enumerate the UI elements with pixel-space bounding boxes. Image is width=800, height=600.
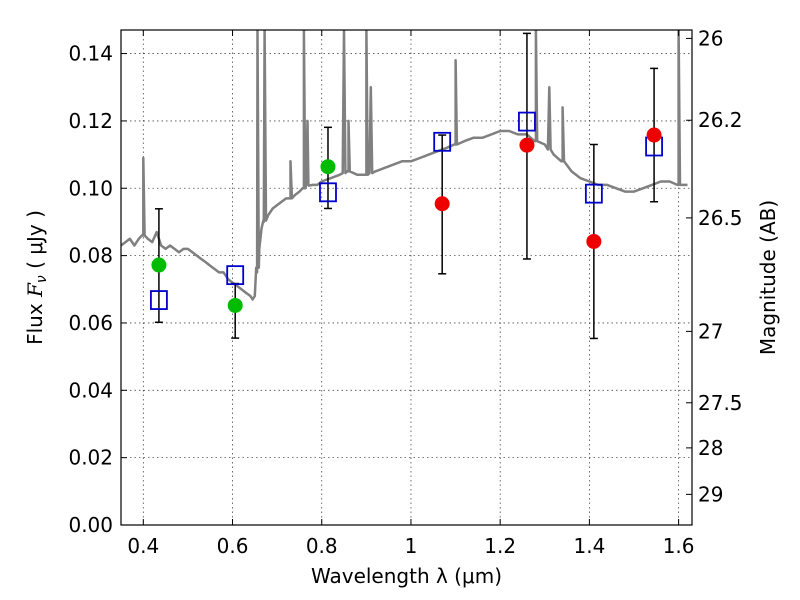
observed-point-marker <box>320 159 336 175</box>
x-tick-label: 1.2 <box>484 534 516 558</box>
y-tick-label: 0.10 <box>68 176 113 200</box>
right-tick-label: 26.2 <box>698 108 743 132</box>
plot-frame <box>120 29 693 526</box>
right-tick-label: 27 <box>698 319 723 343</box>
y-tick-label: 0.02 <box>68 446 113 470</box>
y-axis-label: Flux Fν ( μJy ) <box>23 210 50 345</box>
grid-lines <box>121 30 692 526</box>
right-tick-label: 27.5 <box>698 391 743 415</box>
x-tick-label: 0.4 <box>127 534 159 558</box>
x-tick-label: 1.6 <box>663 534 695 558</box>
model-square-marker <box>433 131 452 152</box>
data-markers <box>150 111 663 313</box>
right-axis-label: Magnitude (AB) <box>756 200 780 355</box>
x-tick-label: 1.4 <box>573 534 605 558</box>
observed-point-marker <box>151 257 167 273</box>
x-axis-label: Wavelength λ (μm) <box>311 564 502 588</box>
error-bars <box>154 32 659 340</box>
y-tick-label: 0.08 <box>68 244 113 268</box>
y-tick-label: 0.00 <box>68 513 113 537</box>
observed-point-marker <box>646 127 662 143</box>
observed-point-marker <box>519 137 535 153</box>
right-tick-label: 26.5 <box>698 206 743 230</box>
y-tick-label: 0.12 <box>68 109 113 133</box>
x-tick-label: 1 <box>405 534 418 558</box>
x-tick-label: 0.8 <box>306 534 338 558</box>
right-tick-label: 26 <box>698 26 723 50</box>
model-square-marker <box>150 290 168 310</box>
model-spectrum <box>121 30 688 301</box>
observed-point-marker <box>586 233 602 249</box>
y-tick-label: 0.06 <box>68 311 113 335</box>
x-tick-label: 0.6 <box>217 534 249 558</box>
y-tick-label: 0.14 <box>68 42 113 66</box>
y-tick-label: 0.04 <box>68 378 113 402</box>
model-square-marker <box>226 265 245 286</box>
model-square-marker <box>584 183 603 204</box>
model-square-marker <box>319 182 337 203</box>
axis-ticks: 0.4 0.6 0.8 1 1.2 1.4 1.6 0.00 0.02 0.04 0.06 0.08 0… <box>68 26 742 558</box>
observed-point-marker <box>434 196 450 212</box>
right-tick-label: 28 <box>698 436 723 460</box>
model-square-marker <box>518 111 536 132</box>
observed-point-marker <box>227 297 243 313</box>
right-tick-label: 29 <box>698 482 723 506</box>
spectrum-line <box>121 30 688 301</box>
